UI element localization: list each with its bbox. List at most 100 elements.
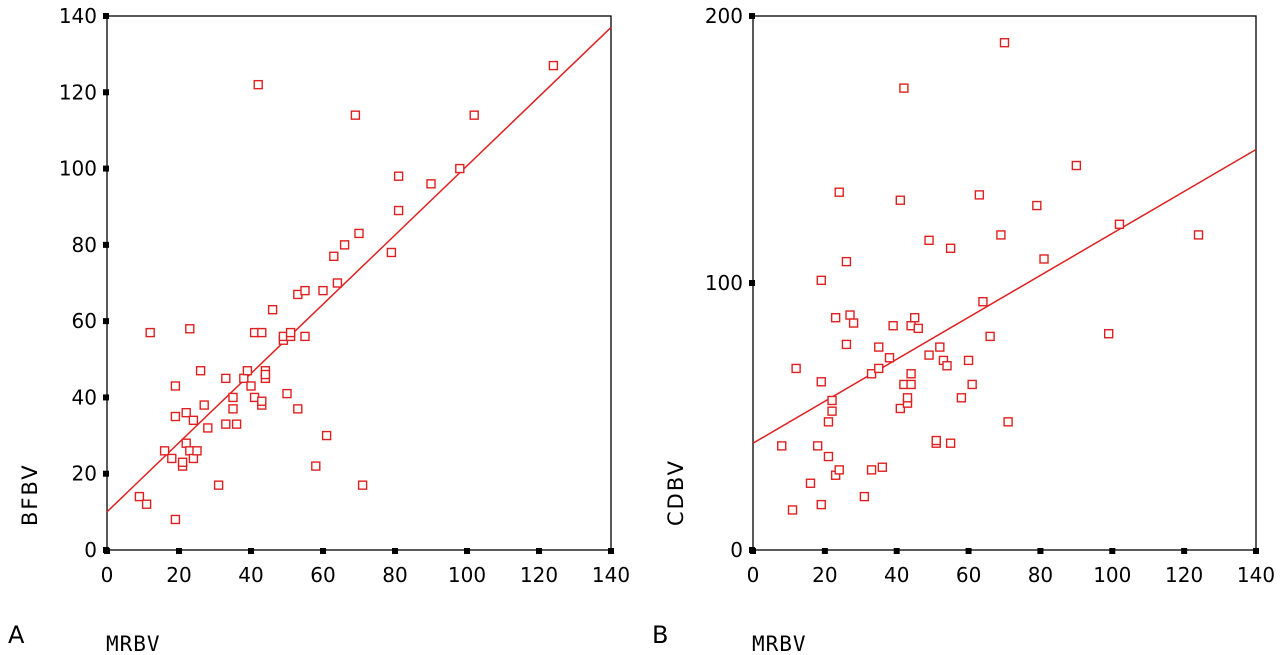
a-data-point (354, 228, 364, 239)
b-data-point (827, 406, 837, 416)
b-y-tick-mark (749, 280, 755, 286)
b-data-point (805, 478, 816, 488)
a-y-tick-mark (103, 89, 109, 96)
a-data-point (170, 411, 181, 422)
a-data-point (199, 400, 209, 410)
a-data-point (311, 461, 321, 471)
b-data-point (1032, 200, 1042, 211)
b-data-point (866, 465, 877, 475)
a-regression-line (106, 26, 612, 513)
a-data-point (167, 453, 177, 464)
a-data-point (141, 499, 152, 509)
b-data-point (1193, 230, 1204, 240)
a-data-point (329, 251, 339, 262)
b-data-point (830, 313, 841, 323)
a-y-tick-mark (103, 394, 109, 401)
a-data-point (318, 285, 328, 296)
a-y-tick-mark (103, 241, 109, 248)
b-data-point (945, 243, 956, 253)
a-data-point (282, 388, 292, 399)
a-data-point (426, 179, 436, 189)
b-x-tick-label: 120 (1165, 563, 1203, 587)
b-y-axis-title: CDBV (664, 459, 688, 526)
b-data-point (816, 377, 826, 387)
b-data-point (841, 256, 852, 267)
a-panel-label: A (8, 621, 25, 649)
b-y-tick-label: 100 (705, 271, 743, 295)
b-data-point (909, 313, 920, 323)
b-x-tick-label: 0 (747, 563, 760, 587)
b-data-point (985, 331, 995, 342)
a-x-tick-label: 140 (592, 563, 630, 587)
b-data-point (906, 369, 916, 379)
a-data-point (213, 480, 224, 490)
a-data-point (246, 381, 256, 391)
a-x-axis-title: MRBV (106, 632, 161, 655)
a-x-tick-mark (392, 548, 398, 554)
a-y-tick-mark (103, 13, 109, 19)
a-data-point (350, 110, 361, 120)
a-x-tick-label: 80 (382, 563, 407, 587)
a-data-point (188, 415, 199, 426)
b-y-tick-label: 0 (730, 538, 743, 562)
b-x-tick-mark (1037, 548, 1044, 554)
a-y-tick-mark (103, 470, 109, 477)
a-data-point (285, 327, 296, 338)
b-plot-frame (752, 15, 1257, 551)
b-data-point (834, 187, 844, 197)
a-data-point (469, 110, 479, 120)
panel-b-chart: 0 20 40 60 80 100 120 140 0 100 200 CDBV MRBV B (652, 4, 1275, 655)
a-data-point (300, 331, 310, 342)
a-data-point (455, 163, 465, 174)
a-x-tick-mark (536, 548, 542, 554)
b-x-tick-label: 140 (1237, 563, 1275, 587)
a-y-axis-title: BFBV (18, 463, 42, 526)
a-data-point (231, 419, 242, 429)
a-data-point (188, 453, 199, 464)
a-x-tick-mark (608, 548, 614, 554)
b-data-point (848, 318, 859, 328)
b-data-point (823, 451, 834, 462)
b-data-point (791, 363, 801, 374)
b-data-point (827, 395, 837, 406)
a-data-point (192, 446, 202, 456)
b-data-point (834, 465, 844, 475)
b-x-tick-mark (821, 548, 828, 554)
b-data-point (996, 230, 1006, 240)
b-data-point (874, 363, 884, 374)
b-data-point (906, 379, 916, 390)
b-data-point (913, 323, 923, 334)
b-data-point (888, 321, 898, 331)
b-data-point (942, 361, 952, 371)
b-data-point (877, 462, 888, 472)
a-data-point (195, 366, 206, 376)
b-x-tick-label: 80 (1028, 563, 1053, 587)
a-data-point (185, 324, 195, 334)
a-x-tick-mark (320, 548, 326, 554)
a-data-point (159, 446, 170, 456)
b-data-point (777, 441, 787, 451)
a-data-point (242, 366, 253, 376)
b-data-point (1071, 160, 1082, 171)
b-data-point (902, 393, 913, 403)
b-data-point (999, 38, 1010, 48)
a-y-tick-mark (103, 165, 109, 172)
a-data-point (339, 240, 350, 250)
a-y-tick-label: 120 (59, 80, 97, 104)
b-data-point (874, 342, 884, 352)
a-data-point (332, 278, 343, 288)
a-data-point (357, 480, 368, 490)
a-data-point (181, 438, 191, 448)
b-data-point (895, 403, 906, 414)
a-y-tick-label: 140 (59, 4, 97, 28)
b-data-point (884, 353, 895, 363)
a-data-point (257, 327, 267, 338)
a-x-tick-label: 20 (166, 563, 191, 587)
a-x-tick-label: 0 (101, 563, 114, 587)
a-y-tick-label: 80 (72, 233, 97, 257)
b-data-point (841, 339, 852, 350)
b-data-point (787, 505, 798, 515)
a-data-point (221, 419, 231, 429)
b-data-point (895, 195, 906, 205)
a-x-tick-mark (248, 548, 254, 554)
